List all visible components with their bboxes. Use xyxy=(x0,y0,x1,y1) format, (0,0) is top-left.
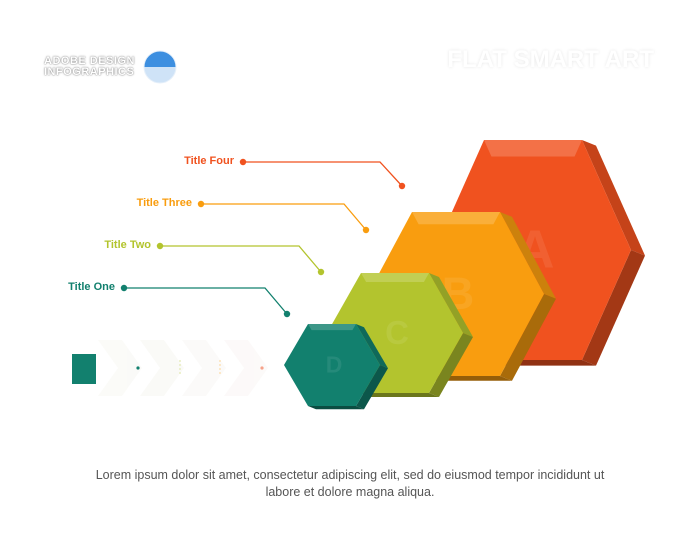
connector-4 xyxy=(239,158,406,190)
step-title-2: Title Two xyxy=(104,239,151,251)
step-title-1: Title One xyxy=(68,281,115,293)
hexagon-highlight xyxy=(412,212,500,225)
connector-line xyxy=(243,161,403,187)
connector-dot-start xyxy=(239,158,247,166)
step-title-4: Title Four xyxy=(184,155,234,167)
brand-wordmark: ADOBE DESIGN INFOGRAPHICS xyxy=(44,56,135,78)
chevron-accents xyxy=(136,360,264,376)
connector-dot-end xyxy=(362,226,370,234)
connectors xyxy=(120,158,406,318)
hexagon-side-upper xyxy=(429,273,473,337)
hexagon-side-upper xyxy=(582,140,645,256)
header-title: FLAT SMART ART xyxy=(447,46,654,73)
brand-line-1: ADOBE DESIGN xyxy=(44,55,135,67)
accent-dot-2 xyxy=(260,366,264,370)
connector-line xyxy=(160,245,322,273)
connector-line xyxy=(201,203,367,231)
connector-dot-end xyxy=(398,182,406,190)
chevron-arrow-4 xyxy=(224,340,268,396)
hexagon-letter: C xyxy=(385,314,409,351)
connector-dot-end xyxy=(317,268,325,276)
step-title-3: Title Three xyxy=(136,197,192,209)
accent-dot-1 xyxy=(136,366,140,370)
chevron-arrow-3 xyxy=(182,340,226,396)
chevron-arrow-1 xyxy=(98,340,142,396)
brand-line-2: INFOGRAPHICS xyxy=(44,66,135,78)
hexagon-side-upper xyxy=(500,212,556,299)
connector-dot-start xyxy=(197,200,205,208)
hexagon-side-lower xyxy=(429,333,473,397)
hexagon-face xyxy=(284,324,380,406)
hexagon-d: D xyxy=(284,324,388,410)
hexagon-side-bottom xyxy=(308,406,364,410)
connector-dot-start xyxy=(156,242,164,250)
brand-logo-icon xyxy=(143,50,177,84)
connector-1 xyxy=(120,284,291,318)
caption: Lorem ipsum dolor sit amet, consectetur … xyxy=(95,468,605,499)
hexagon-highlight xyxy=(361,273,429,282)
hexagon-side-lower xyxy=(582,250,645,366)
hexagon-highlight xyxy=(308,324,356,331)
hexagon-letter: D xyxy=(326,351,343,377)
hexagon-side-bottom xyxy=(361,393,439,397)
hexagon-side-lower xyxy=(356,365,388,410)
hexagon-side-lower xyxy=(500,294,556,381)
connector-dot-start xyxy=(120,284,128,292)
connector-3 xyxy=(197,200,370,234)
brand: ADOBE DESIGN INFOGRAPHICS xyxy=(44,50,177,84)
connector-line xyxy=(124,287,288,315)
chevron-arrows xyxy=(98,340,268,396)
hexagon-side-upper xyxy=(356,324,388,369)
connector-dot-end xyxy=(283,310,291,318)
chevron-arrow-2 xyxy=(140,340,184,396)
connector-2 xyxy=(156,242,325,276)
hexagon-highlight xyxy=(484,140,582,157)
start-square xyxy=(72,354,96,384)
